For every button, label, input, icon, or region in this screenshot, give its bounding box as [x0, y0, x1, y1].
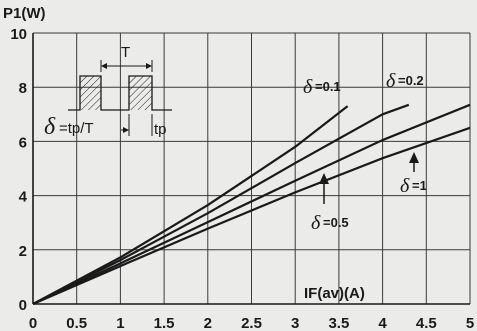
y-tick-label: 8	[19, 80, 27, 97]
x-tick-label: 4.5	[416, 315, 437, 331]
pulse-2-hatch	[129, 76, 152, 110]
x-tick-label: 2	[204, 315, 212, 331]
duty-formula-symbol: δ	[44, 114, 56, 140]
period-arrowhead-right	[146, 63, 152, 69]
x-tick-label: 5	[466, 315, 474, 331]
y-tick-label: 4	[19, 189, 28, 206]
pulse-width-label: tp	[154, 121, 167, 138]
y-tick-label: 10	[10, 26, 27, 43]
series-label-0-symbol: δ	[303, 76, 313, 98]
series-lines	[32, 103, 471, 306]
series-label-1-symbol: δ	[386, 70, 396, 92]
period-label: T	[121, 44, 130, 61]
y-tick-label: 6	[19, 134, 27, 151]
y-tick-label: 0	[19, 297, 27, 314]
x-tick-label: 0.5	[66, 315, 87, 331]
x-axis-label: IF(av)(A)	[304, 285, 365, 302]
grid	[33, 32, 471, 304]
x-tick-label: 3	[291, 315, 299, 331]
y-tick-label: 2	[19, 243, 27, 260]
x-tick-label: 3.5	[328, 315, 349, 331]
duty-cycle-inset: T tp δ =tp/T	[44, 44, 172, 140]
axes	[32, 33, 470, 305]
series-label-3-arrowhead	[409, 152, 419, 163]
series-label-3-text: =1	[412, 178, 427, 193]
x-tick-label: 1	[116, 315, 124, 331]
series-label-1-text: =0.2	[398, 73, 424, 88]
pulse-1-hatch	[80, 76, 101, 110]
y-axis-label: P1(W)	[3, 5, 46, 22]
series-line-3	[32, 126, 471, 306]
series-label-3: δ =1	[400, 152, 427, 197]
series-line-0	[32, 105, 349, 305]
x-tick-label: 0	[29, 315, 37, 331]
series-label-2-symbol: δ	[311, 212, 321, 234]
series-label-2-arrowhead	[319, 173, 329, 184]
x-tick-label: 4	[378, 315, 387, 331]
tick-labels: 0 0.5 1 1.5 2 2.5 3 3.5 4 4.5 5 0 2 4 6 8 10	[10, 26, 474, 331]
x-tick-label: 2.5	[241, 315, 262, 331]
series-label-1: δ =0.2	[386, 70, 424, 92]
series-label-0-text: =0.1	[315, 79, 341, 94]
duty-formula-text: =tp/T	[59, 120, 94, 137]
period-arrowhead-left	[101, 63, 107, 69]
series-label-2: δ =0.5	[311, 173, 349, 234]
series-label-0: δ =0.1	[303, 76, 341, 98]
x-tick-label: 1.5	[154, 315, 175, 331]
pulse-width-arrowhead	[123, 127, 129, 133]
series-line-2	[32, 103, 471, 305]
series-line-1	[32, 103, 410, 305]
series-label-2-text: =0.5	[323, 215, 349, 230]
series-label-3-symbol: δ	[400, 175, 410, 197]
